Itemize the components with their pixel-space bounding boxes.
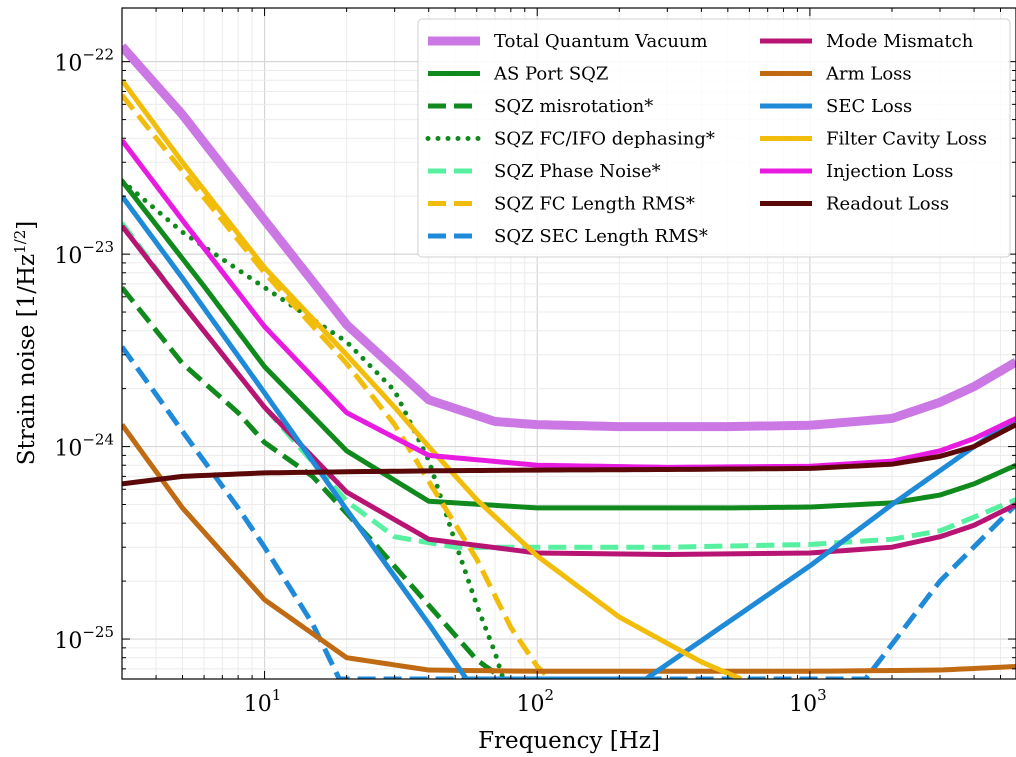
- legend-label-filter-cavity-loss: Filter Cavity Loss: [826, 129, 987, 150]
- legend-label-sqz-phase-noise: SQZ Phase Noise*: [494, 161, 661, 182]
- series-line-injection-loss: [122, 138, 1016, 470]
- series-line-sqz-fc-length-rms: [122, 93, 553, 679]
- legend-label-sqz-fc-ifo-dephasing: SQZ FC/IFO dephasing*: [494, 129, 715, 150]
- series-line-sqz-phase-noise: [122, 221, 1016, 550]
- x-tick-label: 103: [789, 686, 827, 717]
- legend-frame: [417, 18, 1011, 258]
- y-axis-label: Strain noise [1/Hz1/2]: [11, 221, 40, 466]
- legend-label-sqz-sec-length-rms: SQZ SEC Length RMS*: [494, 226, 708, 247]
- series-line-mode-mismatch: [122, 224, 1016, 557]
- legend-label-readout-loss: Readout Loss: [826, 194, 949, 215]
- x-tick-label: 102: [516, 686, 554, 717]
- series-group: [122, 43, 1016, 679]
- legend-label-injection-loss: Injection Loss: [826, 161, 953, 182]
- legend: Total Quantum Vacuum AS Port SQZ SQZ misro…: [417, 18, 1011, 258]
- legend-label-mode-mismatch: Mode Mismatch: [826, 31, 974, 52]
- series-line-total-quantum-vacuum: [122, 43, 1016, 432]
- series-line-sqz-fc-ifo-dephasing: [122, 178, 506, 679]
- legend-label-arm-loss: Arm Loss: [825, 64, 912, 85]
- tick-labels: 101 102 103 10−22 10−23 10−24 10−25: [54, 46, 826, 717]
- legend-label-total-quantum-vacuum: Total Quantum Vacuum: [494, 31, 708, 52]
- series-line-sqz-sec-length-rms: [122, 345, 1016, 679]
- legend-label-sec-loss: SEC Loss: [826, 96, 912, 117]
- series-line-readout-loss: [122, 422, 1016, 487]
- y-tick-label: 10−23: [54, 238, 114, 269]
- x-tick-label: 101: [244, 686, 282, 717]
- legend-label-sqz-fc-length-rms: SQZ FC Length RMS*: [494, 194, 695, 215]
- plot-frame: [121, 7, 1016, 680]
- y-tick-label: 10−22: [54, 46, 114, 77]
- series-line-sqz-misrotation: [122, 286, 505, 679]
- series-line-filter-cavity-loss: [122, 78, 743, 679]
- y-tick-label: 10−24: [54, 431, 114, 462]
- y-tick-label: 10−25: [54, 623, 114, 654]
- series-line-as-port-sqz: [122, 179, 1016, 511]
- legend-label-sqz-misrotation: SQZ misrotation*: [494, 96, 653, 117]
- series-line-arm-loss: [122, 423, 1016, 674]
- legend-label-as-port-sqz: AS Port SQZ: [493, 64, 608, 85]
- tick-marks: [121, 8, 1016, 679]
- series-line-sec-loss: [122, 194, 1016, 679]
- x-axis-label: Frequency [Hz]: [478, 728, 660, 754]
